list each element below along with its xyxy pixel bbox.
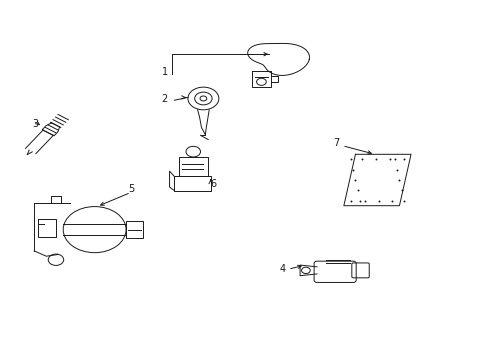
Text: 7: 7 bbox=[332, 139, 339, 148]
Text: 1: 1 bbox=[162, 67, 167, 77]
Text: 5: 5 bbox=[127, 184, 134, 194]
Text: 3: 3 bbox=[33, 119, 39, 129]
Text: 2: 2 bbox=[161, 94, 167, 104]
Text: 6: 6 bbox=[209, 179, 216, 189]
Text: 4: 4 bbox=[279, 264, 285, 274]
